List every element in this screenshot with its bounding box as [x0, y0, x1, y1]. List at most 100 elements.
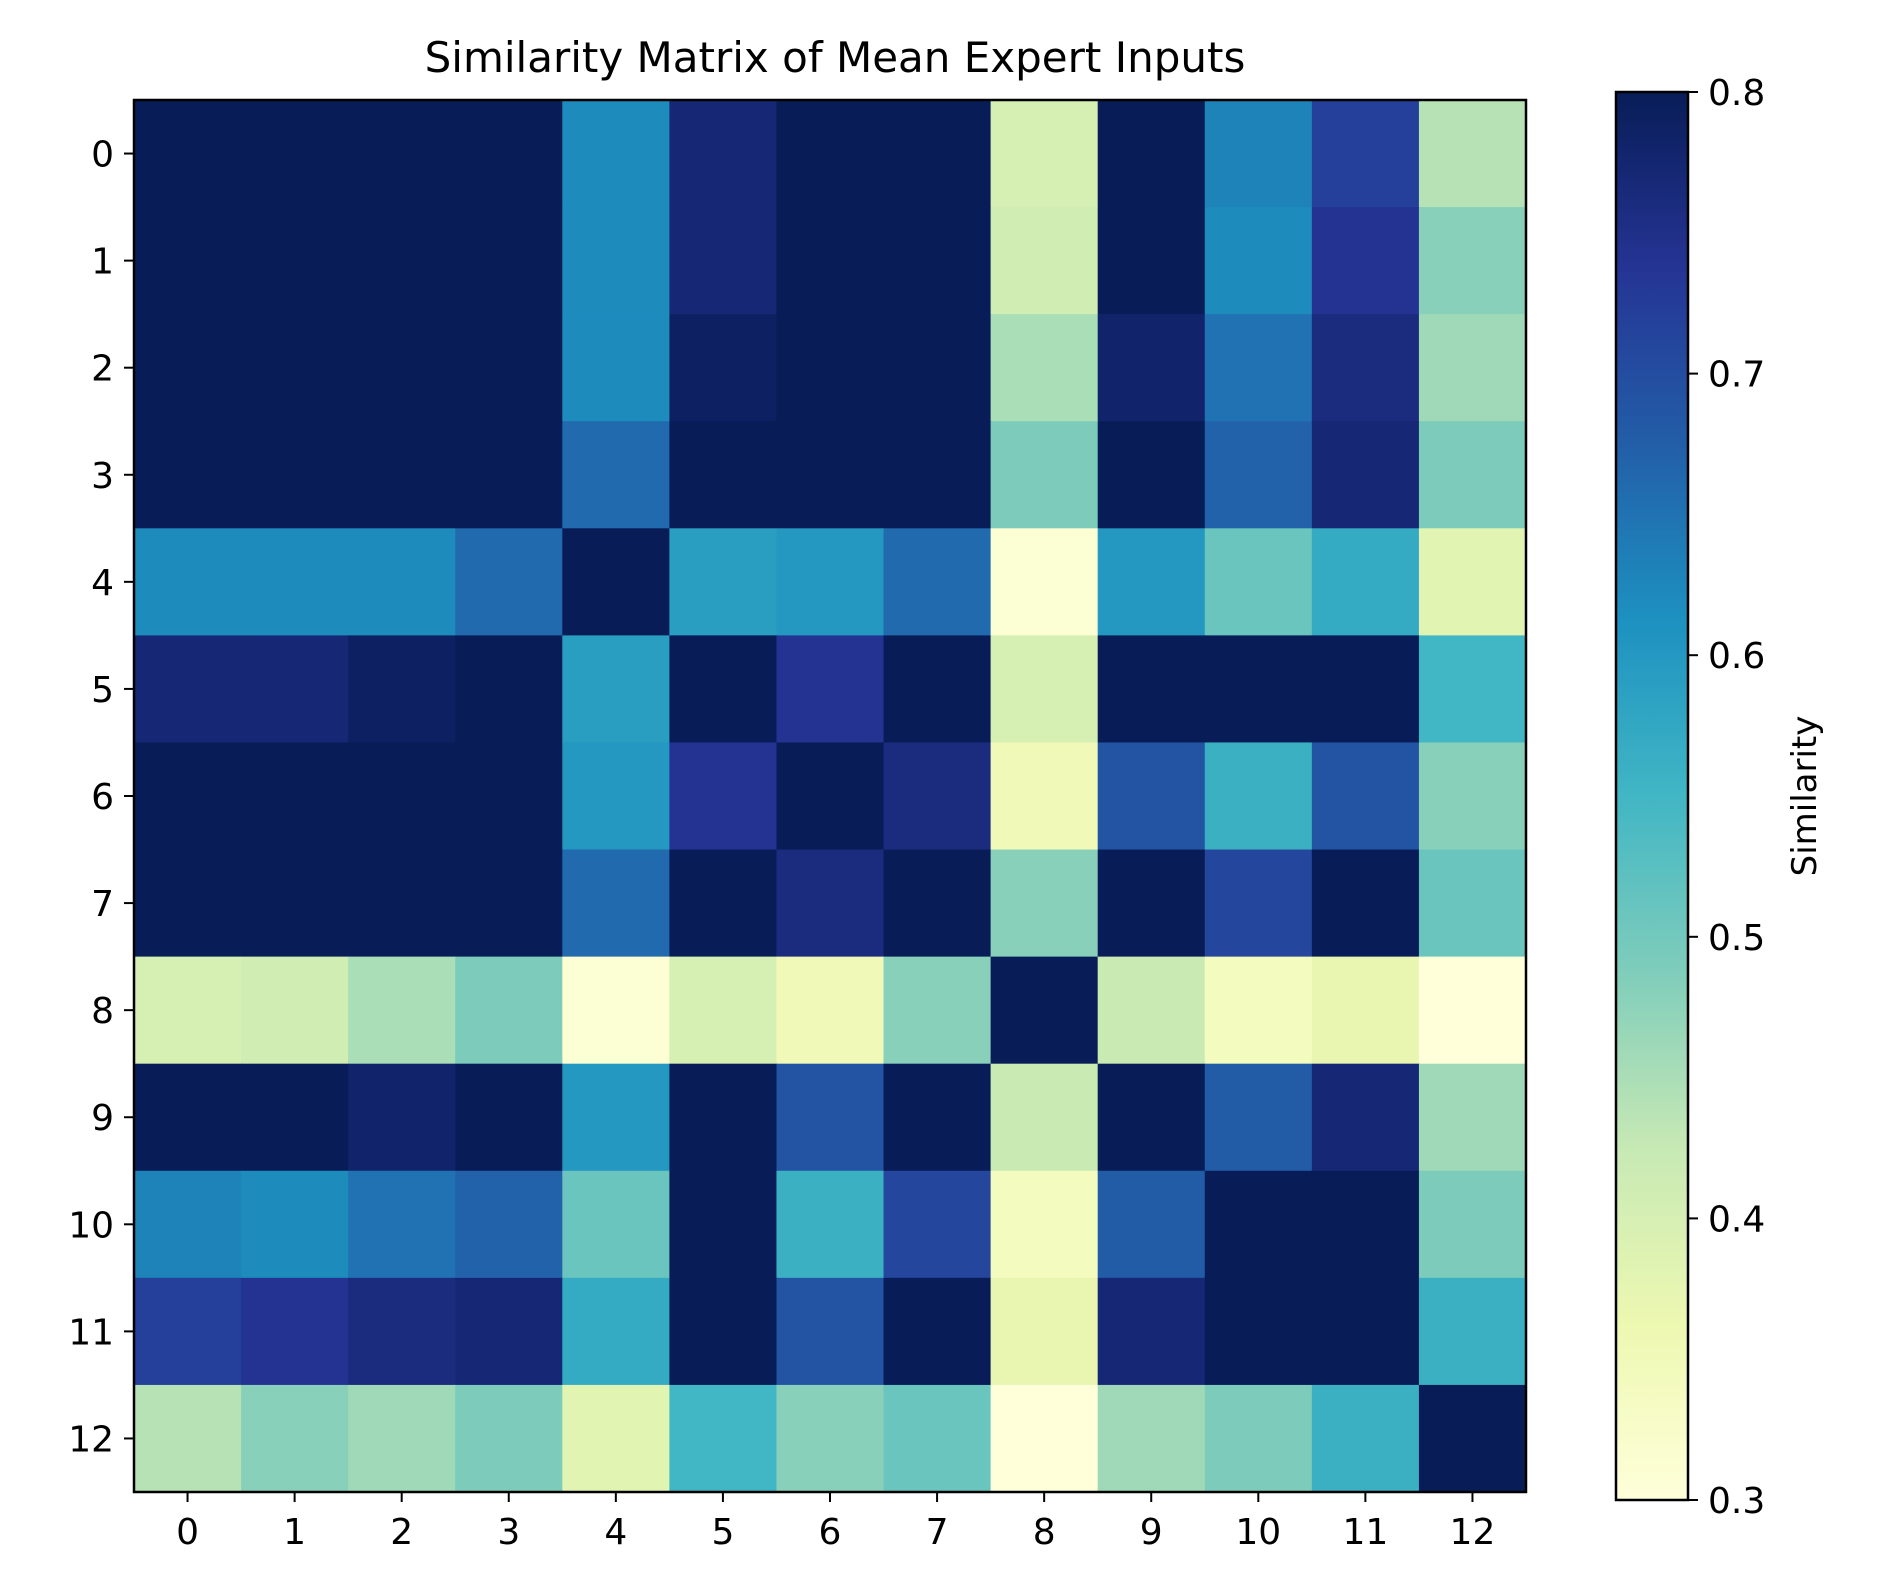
heatmap-cell-r7-c9: [1097, 849, 1206, 958]
heatmap-cell-r1-c1: [241, 207, 349, 315]
y-tick-label: 10: [68, 1205, 114, 1246]
heatmap-cell-r10-c4: [562, 1170, 670, 1279]
heatmap-cell-r6-c2: [348, 742, 456, 851]
heatmap-cell-r1-c11: [1311, 207, 1420, 315]
heatmap-cell-r0-c6: [776, 100, 885, 208]
heatmap-cell-r8-c1: [241, 956, 349, 1065]
heatmap-cell-r3-c3: [455, 421, 563, 529]
heatmap-cell-r1-c6: [776, 207, 885, 315]
colorbar-ticks: 0.3 0.4 0.5 0.6 0.7 0.8: [1688, 73, 1765, 1522]
heatmap-cell-r3-c5: [669, 421, 778, 529]
heatmap-cell-r6-c12: [1418, 742, 1527, 851]
heatmap-cell-r7-c12: [1418, 849, 1527, 958]
heatmap-cell-r2-c8: [990, 314, 1099, 422]
heatmap-cell-r12-c0: [134, 1384, 242, 1493]
heatmap-cell-r4-c3: [455, 528, 563, 636]
heatmap-cell-r10-c3: [455, 1170, 563, 1279]
heatmap-cell-r4-c4: [562, 528, 670, 636]
heatmap-cell-r1-c9: [1097, 207, 1206, 315]
heatmap-cell-r4-c10: [1204, 528, 1313, 636]
heatmap-cell-r5-c10: [1204, 635, 1313, 744]
heatmap-cell-r12-c8: [990, 1384, 1099, 1493]
heatmap-cell-r10-c12: [1418, 1170, 1527, 1279]
heatmap-cell-r11-c5: [669, 1277, 778, 1386]
heatmap-cell-r1-c12: [1418, 207, 1527, 315]
x-tick-label: 1: [283, 1512, 306, 1553]
heatmap-cell-r3-c7: [883, 421, 992, 529]
heatmap-cell-r3-c0: [134, 421, 242, 529]
heatmap-cell-r2-c11: [1311, 314, 1420, 422]
heatmap-cell-r11-c4: [562, 1277, 670, 1386]
heatmap-cell-r8-c11: [1311, 956, 1420, 1065]
heatmap-cell-r2-c6: [776, 314, 885, 422]
y-tick-label: 9: [91, 1098, 114, 1139]
y-tick-label: 6: [91, 777, 114, 818]
heatmap-cell-r4-c11: [1311, 528, 1420, 636]
heatmap-cell-r8-c10: [1204, 956, 1313, 1065]
heatmap-cell-r1-c3: [455, 207, 563, 315]
heatmap-cell-r11-c2: [348, 1277, 456, 1386]
heatmap-cell-r0-c4: [562, 100, 670, 208]
heatmap-cell-r3-c12: [1418, 421, 1527, 529]
y-tick-label: 2: [91, 349, 114, 390]
heatmap-cell-r7-c4: [562, 849, 670, 958]
heatmap-cell-r1-c5: [669, 207, 778, 315]
heatmap-cell-r3-c8: [990, 421, 1099, 529]
heatmap-cell-r0-c8: [990, 100, 1099, 208]
heatmap-cell-r7-c2: [348, 849, 456, 958]
heatmap-cell-r9-c4: [562, 1063, 670, 1172]
heatmap-cell-r7-c10: [1204, 849, 1313, 958]
heatmap-cell-r9-c1: [241, 1063, 349, 1172]
y-tick-label: 8: [91, 991, 114, 1032]
heatmap-cell-r11-c0: [134, 1277, 242, 1386]
heatmap-cell-r7-c1: [241, 849, 349, 958]
heatmap-cell-r5-c9: [1097, 635, 1206, 744]
heatmap-cell-r10-c6: [776, 1170, 885, 1279]
x-tick-label: 12: [1450, 1512, 1496, 1553]
heatmap-cell-r7-c3: [455, 849, 563, 958]
y-tick-label: 1: [91, 242, 114, 283]
heatmap-cell-r3-c11: [1311, 421, 1420, 529]
heatmap-cell-r11-c12: [1418, 1277, 1527, 1386]
heatmap-cell-r10-c10: [1204, 1170, 1313, 1279]
heatmap-cell-r4-c1: [241, 528, 349, 636]
heatmap-cell-r8-c2: [348, 956, 456, 1065]
heatmap-cell-r6-c8: [990, 742, 1099, 851]
heatmap-cell-r4-c2: [348, 528, 456, 636]
heatmap-cell-r12-c7: [883, 1384, 992, 1493]
y-tick-label: 12: [68, 1419, 114, 1460]
heatmap-cell-r12-c6: [776, 1384, 885, 1493]
heatmap-cell-r5-c5: [669, 635, 778, 744]
heatmap-cell-r3-c9: [1097, 421, 1206, 529]
heatmap-cell-r0-c12: [1418, 100, 1527, 208]
heatmap-cell-r8-c3: [455, 956, 563, 1065]
heatmap-cell-r12-c11: [1311, 1384, 1420, 1493]
heatmap-cell-r5-c4: [562, 635, 670, 744]
colorbar-tick-label: 0.3: [1708, 1481, 1765, 1522]
heatmap-cell-r11-c10: [1204, 1277, 1313, 1386]
heatmap-cell-r11-c6: [776, 1277, 885, 1386]
x-tick-label: 3: [497, 1512, 520, 1553]
heatmap-cell-r2-c0: [134, 314, 242, 422]
heatmap-cell-r11-c3: [455, 1277, 563, 1386]
heatmap-cell-r5-c8: [990, 635, 1099, 744]
heatmap-cell-r0-c9: [1097, 100, 1206, 208]
heatmap-cell-r3-c6: [776, 421, 885, 529]
y-tick-label: 0: [91, 135, 114, 176]
heatmap-cell-r5-c0: [134, 635, 242, 744]
heatmap-cell-r12-c4: [562, 1384, 670, 1493]
heatmap-cell-r2-c10: [1204, 314, 1313, 422]
heatmap-cell-r10-c0: [134, 1170, 242, 1279]
heatmap-cell-r10-c11: [1311, 1170, 1420, 1279]
heatmap-cell-r7-c5: [669, 849, 778, 958]
heatmap-cell-r8-c6: [776, 956, 885, 1065]
heatmap-cell-r2-c9: [1097, 314, 1206, 422]
heatmap-cell-r8-c5: [669, 956, 778, 1065]
y-tick-label: 7: [91, 884, 114, 925]
heatmap-cell-r0-c1: [241, 100, 349, 208]
heatmap-cell-r5-c12: [1418, 635, 1527, 744]
x-tick-label: 10: [1235, 1512, 1281, 1553]
heatmap-cell-r8-c8: [990, 956, 1099, 1065]
